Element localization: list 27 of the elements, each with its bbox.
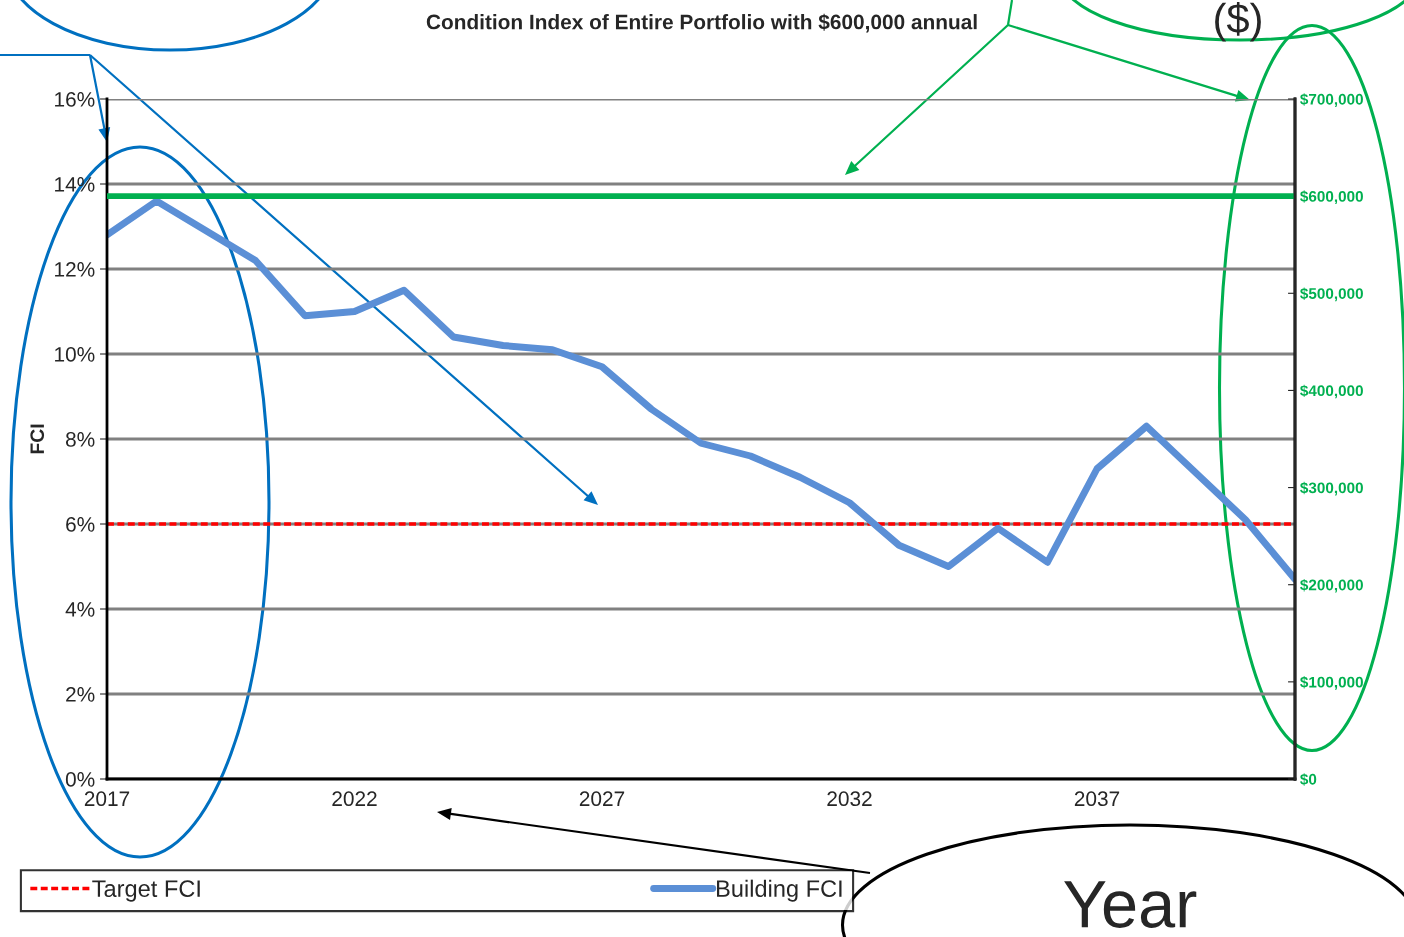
- x-tick-label: 2027: [579, 791, 625, 807]
- x-tick-label: 2017: [84, 791, 130, 807]
- y2-tick-label: $0: [1300, 773, 1317, 786]
- y2-tick-label: $600,000: [1300, 190, 1363, 205]
- y-tick-label: 2%: [66, 687, 95, 702]
- y2-tick-label: $500,000: [1300, 287, 1363, 302]
- y-tick-label: 4%: [65, 602, 95, 617]
- y-tick-label: 6%: [66, 517, 95, 532]
- x-tick-label: 2037: [1074, 791, 1120, 807]
- y2-tick-label: $200,000: [1300, 578, 1363, 593]
- y-axis-title: FCI: [30, 424, 45, 454]
- y-tick-label: 10%: [55, 347, 95, 362]
- text: ($): [1215, 1, 1261, 42]
- y2-tick-label: $300,000: [1300, 481, 1363, 496]
- y2-tick-label: $400,000: [1300, 384, 1363, 399]
- x-tick-label: 2022: [332, 791, 377, 807]
- y2-tick-label: $100,000: [1300, 676, 1363, 690]
- y-tick-label: 16%: [55, 92, 95, 107]
- chart-title: Condition Index of Entire Portfolio with $600,000 annual: [426, 13, 977, 33]
- text: Year: [1064, 881, 1197, 928]
- x-tick-label: 2032: [827, 791, 872, 807]
- y-tick-label: 12%: [55, 262, 95, 277]
- y-tick-label: 0%: [65, 772, 95, 787]
- legend-label: Target FCI: [92, 880, 200, 902]
- legend-label: Building FCI: [717, 879, 842, 902]
- y-tick-label: 8%: [65, 432, 95, 447]
- y2-tick-label: $700,000: [1300, 93, 1363, 107]
